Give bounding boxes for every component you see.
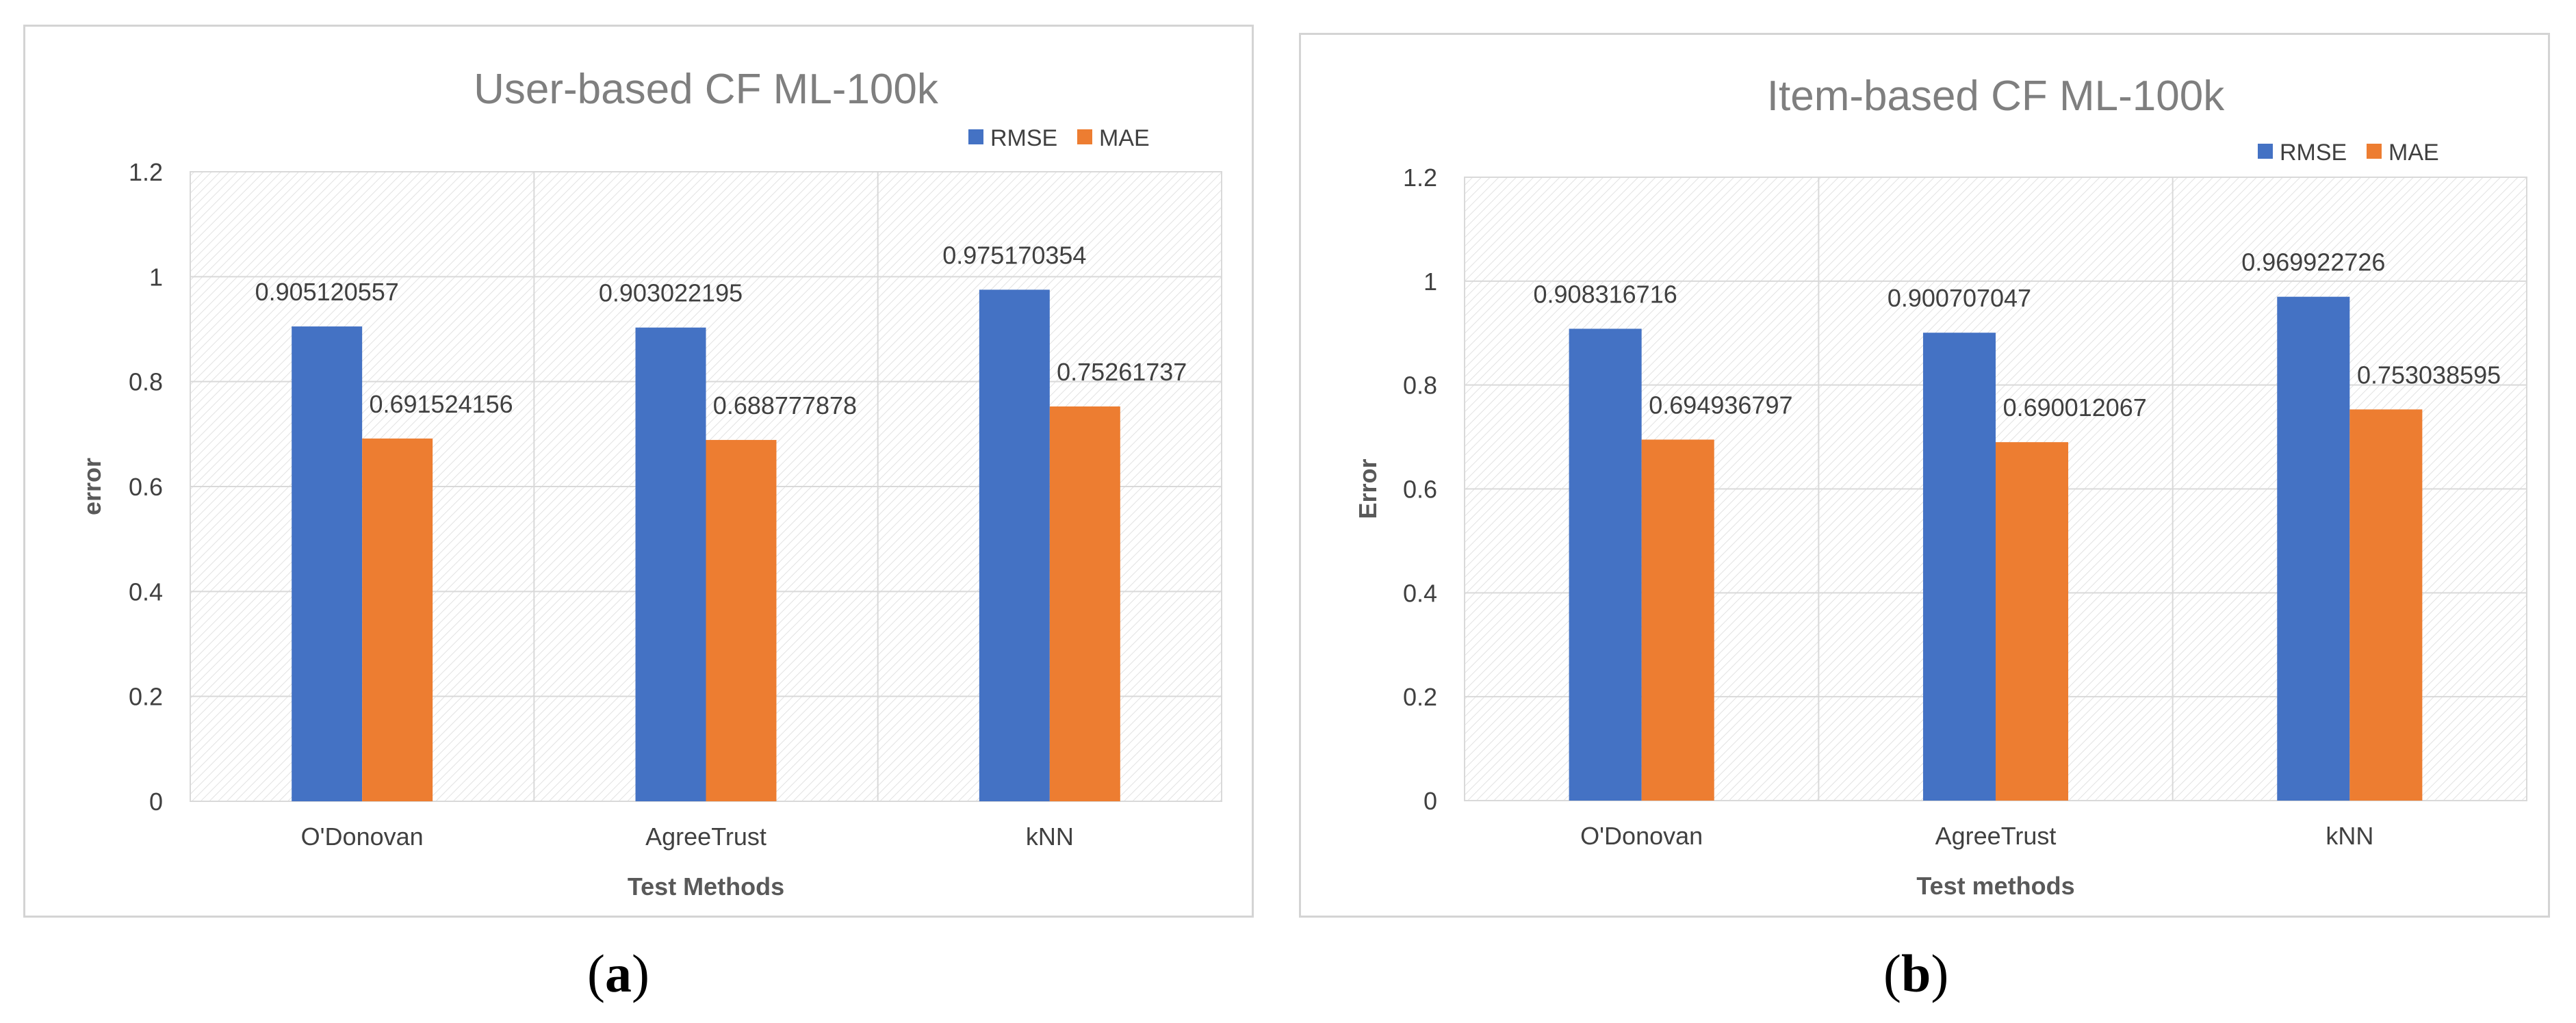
caption-a-open: ( xyxy=(587,944,605,1003)
chart-panel-a: 0 0.2 0.4 0.6 0.8 1 1.2 0.905120557 0.691524156 O… xyxy=(23,25,1254,918)
chart-a-xtick-label: O'Donovan xyxy=(301,823,424,851)
chart-b-bar-rmse-1 xyxy=(1922,333,1996,801)
chart-a-ytick-label: 0.4 xyxy=(129,578,163,606)
chart-b-data-label: 0.908316716 xyxy=(1534,280,1677,308)
chart-b-ytick-label: 0.8 xyxy=(1403,372,1437,400)
chart-a-data-label: 0.688777878 xyxy=(713,391,857,419)
chart-b-x-axis-label: Test methods xyxy=(1916,872,2074,900)
chart-b-bar-mae-1 xyxy=(1996,442,2069,801)
chart-b-xtick-label: AgreeTrust xyxy=(1935,822,2057,850)
chart-a-title: User-based CF ML-100k xyxy=(474,66,939,113)
chart-a-y-axis-label: error xyxy=(78,458,106,515)
chart-b-bar-mae-2 xyxy=(2349,409,2423,801)
chart-b-bar-mae-0 xyxy=(1641,439,1714,801)
caption-a-close: ) xyxy=(631,944,649,1003)
chart-a-data-label: 0.903022195 xyxy=(599,279,743,307)
chart-b-data-label: 0.690012067 xyxy=(2003,393,2147,422)
chart-a-bar-mae-1 xyxy=(706,439,777,801)
caption-b-letter: b xyxy=(1901,944,1931,1003)
chart-a-ytick-label: 0.6 xyxy=(129,473,163,501)
chart-a-svg: 0 0.2 0.4 0.6 0.8 1 1.2 0.905120557 0.691524156 O… xyxy=(78,66,1222,901)
chart-b-xtick-label: O'Donovan xyxy=(1580,822,1703,850)
chart-a-bar-rmse-2 xyxy=(979,289,1050,801)
caption-a: (a) xyxy=(587,943,649,1005)
legend-label-rmse: RMSE xyxy=(990,125,1057,151)
chart-b-data-label: 0.969922726 xyxy=(2241,248,2385,276)
chart-a-ytick-label: 1 xyxy=(149,263,163,291)
caption-b-close: ) xyxy=(1931,944,1949,1003)
chart-b-svg: 0 0.2 0.4 0.6 0.8 1 1.2 0.908316716 0.694936797 O… xyxy=(1354,73,2527,900)
chart-b-data-label: 0.753038595 xyxy=(2357,361,2501,389)
legend-swatch-mae xyxy=(2367,144,2382,159)
chart-b-bar-rmse-2 xyxy=(2277,296,2350,801)
chart-b-ytick-label: 1 xyxy=(1424,268,1437,296)
legend-label-mae: MAE xyxy=(1099,125,1150,151)
chart-b-ytick-label: 0.4 xyxy=(1403,579,1437,607)
chart-b-data-label: 0.694936797 xyxy=(1649,391,1792,419)
chart-b-ytick-label: 0.6 xyxy=(1403,476,1437,504)
chart-a-data-label: 0.905120557 xyxy=(255,278,399,306)
chart-a-ytick-label: 0.2 xyxy=(129,683,163,711)
chart-b-ytick-label: 0 xyxy=(1424,787,1437,815)
chart-b-xtick-label: kNN xyxy=(2326,822,2373,850)
legend-swatch-mae xyxy=(1077,129,1092,144)
chart-b-title: Item-based CF ML-100k xyxy=(1767,73,2225,120)
chart-a-ytick-label: 1.2 xyxy=(129,158,163,186)
caption-b: (b) xyxy=(1883,943,1948,1005)
caption-a-letter: a xyxy=(604,944,632,1003)
chart-a-bar-mae-0 xyxy=(362,438,433,801)
chart-b-ytick-label: 0.2 xyxy=(1403,683,1437,711)
legend-label-mae: MAE xyxy=(2388,140,2439,166)
chart-a-x-axis-label: Test Methods xyxy=(628,872,784,901)
chart-b-data-label: 0.900707047 xyxy=(1888,284,2031,312)
chart-a-bar-mae-2 xyxy=(1049,406,1120,801)
legend-label-rmse: RMSE xyxy=(2280,140,2347,166)
legend-swatch-rmse xyxy=(2258,144,2273,159)
chart-b-y-axis-label: Error xyxy=(1354,458,1382,519)
chart-b-bar-rmse-0 xyxy=(1569,328,1642,801)
chart-a-xtick-label: AgreeTrust xyxy=(645,823,767,851)
chart-a-ytick-label: 0.8 xyxy=(129,368,163,396)
chart-a-data-label: 0.975170354 xyxy=(942,241,1086,269)
chart-b-ytick-label: 1.2 xyxy=(1403,164,1437,192)
legend-swatch-rmse xyxy=(968,129,983,144)
chart-a-ytick-label: 0 xyxy=(149,788,163,816)
chart-a-data-label: 0.691524156 xyxy=(369,390,513,418)
chart-a-xtick-label: kNN xyxy=(1026,823,1074,851)
caption-b-open: ( xyxy=(1883,944,1901,1003)
chart-a-bar-rmse-0 xyxy=(292,326,363,802)
chart-panel-b: 0 0.2 0.4 0.6 0.8 1 1.2 0.908316716 0.694936797 O… xyxy=(1299,33,2550,918)
chart-a-data-label: 0.75261737 xyxy=(1057,358,1187,386)
chart-a-bar-rmse-1 xyxy=(635,327,706,801)
